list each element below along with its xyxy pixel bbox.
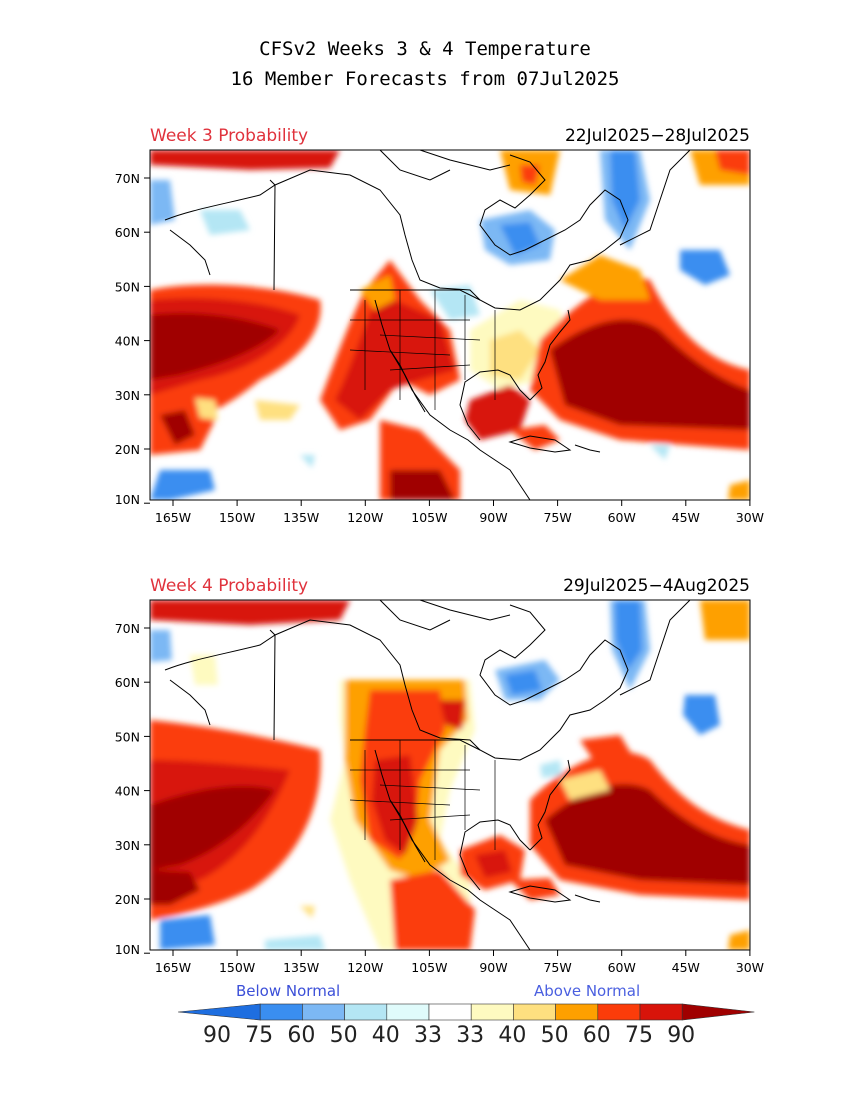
lon-tick-label: 45W: [672, 960, 700, 975]
lat-tick-label: 30N: [115, 838, 140, 853]
lon-tick-label: 135W: [283, 510, 319, 525]
week3-map: [149, 149, 751, 501]
axis-ticks: 70N 60N 50N 40N 30N 20N 10N 165W 150W 135W 120W 105…: [115, 171, 764, 975]
lon-tick-label: 90W: [479, 960, 507, 975]
lon-tick-label: 75W: [543, 510, 571, 525]
lat-tick-label: 60N: [115, 225, 140, 240]
legend-colorbar: [177, 1003, 755, 1021]
legend-value: 90: [667, 1023, 696, 1048]
lon-tick-label: 30W: [736, 510, 764, 525]
legend-swatch: [344, 1003, 388, 1021]
lat-tick-label: 50N: [115, 279, 140, 294]
lon-tick-label: 150W: [219, 510, 255, 525]
lat-tick-label: 70N: [115, 171, 140, 186]
panel2-dates: 29Jul2025−4Aug2025: [563, 576, 750, 596]
lon-tick-label: 165W: [155, 510, 191, 525]
lat-tick-label: 70N: [115, 621, 140, 636]
legend-value: 50: [329, 1023, 358, 1048]
legend-swatch: [555, 1003, 599, 1021]
lon-tick-label: 75W: [543, 960, 571, 975]
lat-tick-label: 20N: [115, 442, 140, 457]
legend-above-normal: Above Normal: [534, 982, 641, 1000]
panel1-dates: 22Jul2025−28Jul2025: [564, 126, 750, 146]
legend-swatch: [513, 1003, 556, 1021]
lon-tick-label: 120W: [347, 510, 383, 525]
legend-below-normal: Below Normal: [236, 982, 341, 1000]
lon-tick-label: 150W: [219, 960, 255, 975]
legend-swatch: [597, 1003, 641, 1021]
legend-value: 60: [582, 1023, 611, 1048]
legend-value: 60: [287, 1023, 316, 1048]
legend-swatch: [681, 1003, 755, 1021]
legend-value: 33: [456, 1023, 485, 1048]
legend-value: 75: [245, 1023, 274, 1048]
lon-tick-label: 120W: [347, 960, 383, 975]
lat-tick-label: 40N: [115, 784, 140, 799]
legend-value: 33: [414, 1023, 442, 1048]
lon-tick-label: 105W: [411, 960, 447, 975]
legend-value: 50: [540, 1023, 569, 1048]
lon-tick-label: 45W: [672, 510, 700, 525]
legend-value: 40: [371, 1023, 400, 1048]
panel2-label: Week 4 Probability: [150, 576, 309, 596]
panel1-label: Week 3 Probability: [150, 126, 309, 146]
week4-map: [149, 599, 751, 951]
legend-swatch: [259, 1003, 303, 1021]
lon-tick-label: 105W: [411, 510, 447, 525]
lon-tick-label: 60W: [608, 510, 636, 525]
chart-subtitle: 16 Member Forecasts from 07Jul2025: [230, 68, 620, 90]
legend-value: 40: [498, 1023, 527, 1048]
lon-tick-label: 60W: [608, 960, 636, 975]
legend-value: 75: [625, 1023, 653, 1048]
legend-swatch: [302, 1003, 345, 1021]
lat-tick-label: 60N: [115, 675, 140, 690]
lon-tick-label: 90W: [479, 510, 507, 525]
lat-tick-label: 50N: [115, 729, 140, 744]
chart-title: CFSv2 Weeks 3 & 4 Temperature: [259, 38, 591, 60]
lat-tick-label: 40N: [115, 334, 140, 349]
lat-tick-label: 10N: [115, 492, 140, 507]
legend-swatch: [386, 1003, 430, 1021]
legend-swatch: [639, 1003, 683, 1021]
lon-tick-label: 135W: [283, 960, 319, 975]
lat-tick-label: 30N: [115, 388, 140, 403]
legend-value: 90: [203, 1023, 231, 1048]
lon-tick-label: 30W: [736, 960, 764, 975]
lat-tick-label: 20N: [115, 892, 140, 907]
legend-swatch: [177, 1003, 261, 1021]
legend-swatch: [470, 1003, 514, 1021]
lat-tick-label: 10N: [115, 942, 140, 957]
legend-swatch: [428, 1003, 472, 1021]
lon-tick-label: 165W: [155, 960, 191, 975]
